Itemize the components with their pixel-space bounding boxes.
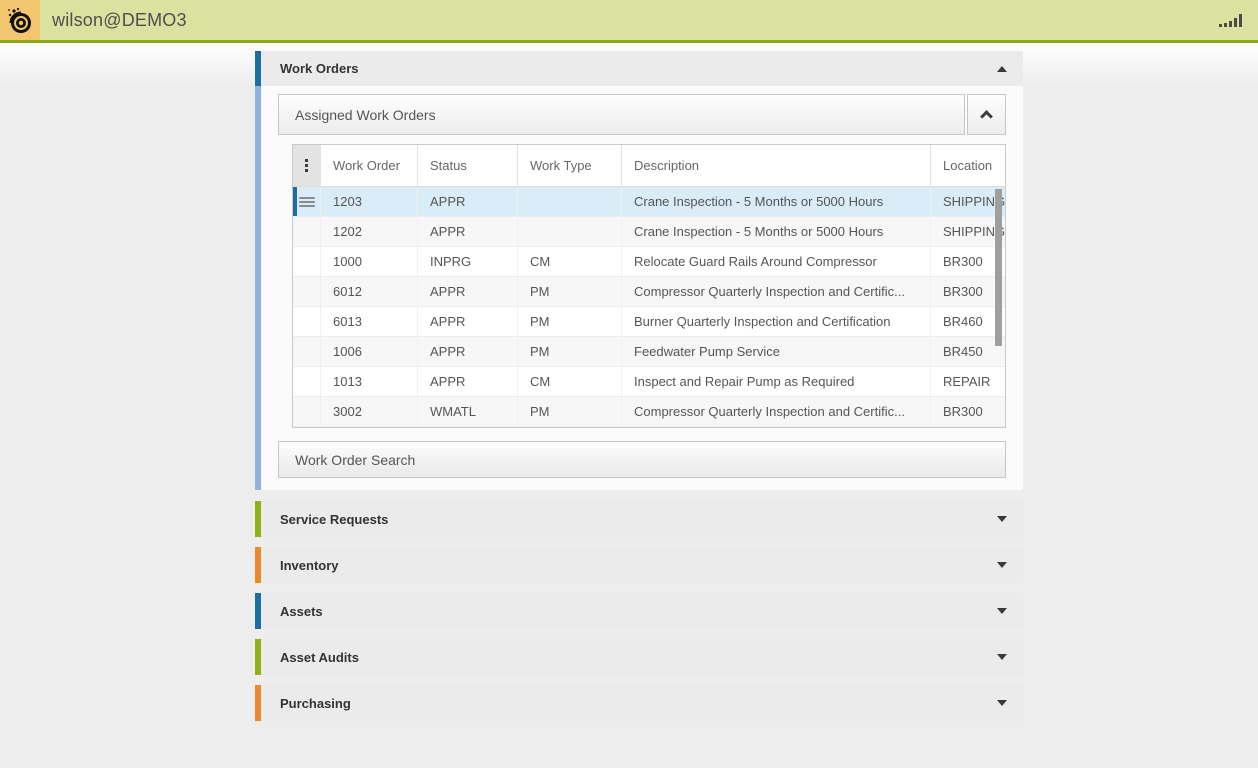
cell-description: Crane Inspection - 5 Months or 5000 Hour… bbox=[622, 217, 931, 246]
table-row[interactable]: 1202 APPR Crane Inspection - 5 Months or… bbox=[293, 217, 1005, 247]
assigned-work-orders-header[interactable]: Assigned Work Orders bbox=[278, 94, 965, 135]
expand-arrow-icon bbox=[997, 562, 1007, 568]
accordion-header-service-requests[interactable]: Service Requests bbox=[255, 501, 1023, 537]
cell-status: APPR bbox=[418, 337, 518, 366]
cell-status: APPR bbox=[418, 307, 518, 336]
cell-work-order: 1006 bbox=[321, 337, 418, 366]
row-handle-placeholder bbox=[293, 397, 321, 426]
column-header-work-type[interactable]: Work Type bbox=[518, 145, 622, 186]
cell-status: APPR bbox=[418, 217, 518, 246]
accordion-header-assets[interactable]: Assets bbox=[255, 593, 1023, 629]
cell-description: Relocate Guard Rails Around Compressor bbox=[622, 247, 931, 276]
cell-description: Feedwater Pump Service bbox=[622, 337, 931, 366]
app-header: wilson@DEMO3 bbox=[0, 0, 1258, 43]
row-handle-placeholder bbox=[293, 367, 321, 396]
cell-location: SHIPPING bbox=[943, 194, 1005, 209]
table-row[interactable]: 3002 WMATL PM Compressor Quarterly Inspe… bbox=[293, 397, 1005, 427]
accordion-header-asset-audits[interactable]: Asset Audits bbox=[255, 639, 1023, 675]
cell-description: Compressor Quarterly Inspection and Cert… bbox=[622, 397, 931, 426]
panel-label: Asset Audits bbox=[280, 649, 359, 665]
cell-location: BR450 bbox=[943, 344, 983, 359]
cell-description: Inspect and Repair Pump as Required bbox=[622, 367, 931, 396]
work-orders-panel-body: Assigned Work Orders Work Order Status W… bbox=[255, 86, 1023, 490]
column-header-work-order[interactable]: Work Order bbox=[321, 145, 418, 186]
assigned-work-orders-label: Assigned Work Orders bbox=[295, 106, 436, 123]
cell-work-type: CM bbox=[518, 247, 622, 276]
accordion-container: Work Orders Assigned Work Orders Work Or… bbox=[255, 51, 1023, 721]
app-logo[interactable] bbox=[0, 0, 40, 40]
cell-status: APPR bbox=[418, 277, 518, 306]
expand-arrow-icon bbox=[997, 516, 1007, 522]
cell-location: SHIPPING bbox=[943, 224, 1005, 239]
panel-label: Purchasing bbox=[280, 695, 351, 711]
cell-work-order: 3002 bbox=[321, 397, 418, 426]
collapse-arrow-icon bbox=[997, 65, 1007, 72]
cell-work-order: 1202 bbox=[321, 217, 418, 246]
panel-label: Work Orders bbox=[280, 61, 359, 76]
cell-work-order: 6013 bbox=[321, 307, 418, 336]
cell-work-order: 1000 bbox=[321, 247, 418, 276]
collapse-assigned-list-button[interactable] bbox=[967, 94, 1006, 135]
cell-status: WMATL bbox=[418, 397, 518, 426]
cell-location: BR300 bbox=[943, 404, 983, 419]
row-handle-placeholder bbox=[293, 337, 321, 366]
cell-location: BR460 bbox=[943, 314, 983, 329]
table-scrollbar-thumb[interactable] bbox=[995, 189, 1002, 346]
cell-work-type: PM bbox=[518, 277, 622, 306]
column-options-icon[interactable] bbox=[293, 145, 321, 186]
cell-status: INPRG bbox=[418, 247, 518, 276]
expand-arrow-icon bbox=[997, 608, 1007, 614]
cell-work-type bbox=[518, 217, 622, 246]
column-header-description[interactable]: Description bbox=[622, 145, 931, 186]
signal-strength-icon bbox=[1219, 13, 1242, 27]
cell-work-order: 1203 bbox=[321, 187, 418, 216]
cell-status: APPR bbox=[418, 187, 518, 216]
cell-location: REPAIR bbox=[943, 374, 991, 389]
cell-work-type bbox=[518, 187, 622, 216]
header-title: wilson@DEMO3 bbox=[52, 9, 187, 30]
cell-work-order: 6012 bbox=[321, 277, 418, 306]
chevron-up-icon bbox=[980, 110, 993, 123]
hamburger-handle-icon[interactable] bbox=[293, 187, 321, 216]
cell-status: APPR bbox=[418, 367, 518, 396]
cell-work-type: PM bbox=[518, 337, 622, 366]
table-row[interactable]: 6013 APPR PM Burner Quarterly Inspection… bbox=[293, 307, 1005, 337]
table-row[interactable]: 1203 APPR Crane Inspection - 5 Months or… bbox=[293, 187, 1005, 217]
cell-location: BR300 bbox=[943, 254, 983, 269]
cell-work-order: 1013 bbox=[321, 367, 418, 396]
work-order-search-button[interactable]: Work Order Search bbox=[278, 441, 1006, 478]
cell-work-type: PM bbox=[518, 397, 622, 426]
cell-work-type: CM bbox=[518, 367, 622, 396]
column-header-location[interactable]: Location bbox=[943, 158, 993, 173]
table-row[interactable]: 6012 APPR PM Compressor Quarterly Inspec… bbox=[293, 277, 1005, 307]
row-handle-placeholder bbox=[293, 307, 321, 336]
cell-description: Burner Quarterly Inspection and Certific… bbox=[622, 307, 931, 336]
table-row[interactable]: 1013 APPR CM Inspect and Repair Pump as … bbox=[293, 367, 1005, 397]
cell-description: Crane Inspection - 5 Months or 5000 Hour… bbox=[622, 187, 931, 216]
accordion-header-inventory[interactable]: Inventory bbox=[255, 547, 1023, 583]
work-orders-table: Work Order Status Work Type Description … bbox=[292, 144, 1006, 428]
expand-arrow-icon bbox=[997, 700, 1007, 706]
page-background: Work Orders Assigned Work Orders Work Or… bbox=[0, 43, 1258, 768]
column-header-status[interactable]: Status bbox=[418, 145, 518, 186]
table-header-row: Work Order Status Work Type Description … bbox=[293, 145, 1005, 187]
table-row[interactable]: 1000 INPRG CM Relocate Guard Rails Aroun… bbox=[293, 247, 1005, 277]
work-order-search-label: Work Order Search bbox=[295, 451, 416, 468]
accordion-header-work-orders[interactable]: Work Orders bbox=[255, 51, 1023, 86]
accordion-header-purchasing[interactable]: Purchasing bbox=[255, 685, 1023, 721]
cell-work-type: PM bbox=[518, 307, 622, 336]
row-handle-placeholder bbox=[293, 247, 321, 276]
row-handle-placeholder bbox=[293, 217, 321, 246]
panel-label: Assets bbox=[280, 603, 323, 619]
panel-label: Service Requests bbox=[280, 511, 389, 527]
row-handle-placeholder bbox=[293, 277, 321, 306]
table-row[interactable]: 1006 APPR PM Feedwater Pump Service BR45… bbox=[293, 337, 1005, 367]
cell-description: Compressor Quarterly Inspection and Cert… bbox=[622, 277, 931, 306]
expand-arrow-icon bbox=[997, 654, 1007, 660]
cell-location: BR300 bbox=[943, 284, 983, 299]
panel-label: Inventory bbox=[280, 557, 339, 573]
swirl-disc-logo-icon bbox=[8, 7, 31, 33]
